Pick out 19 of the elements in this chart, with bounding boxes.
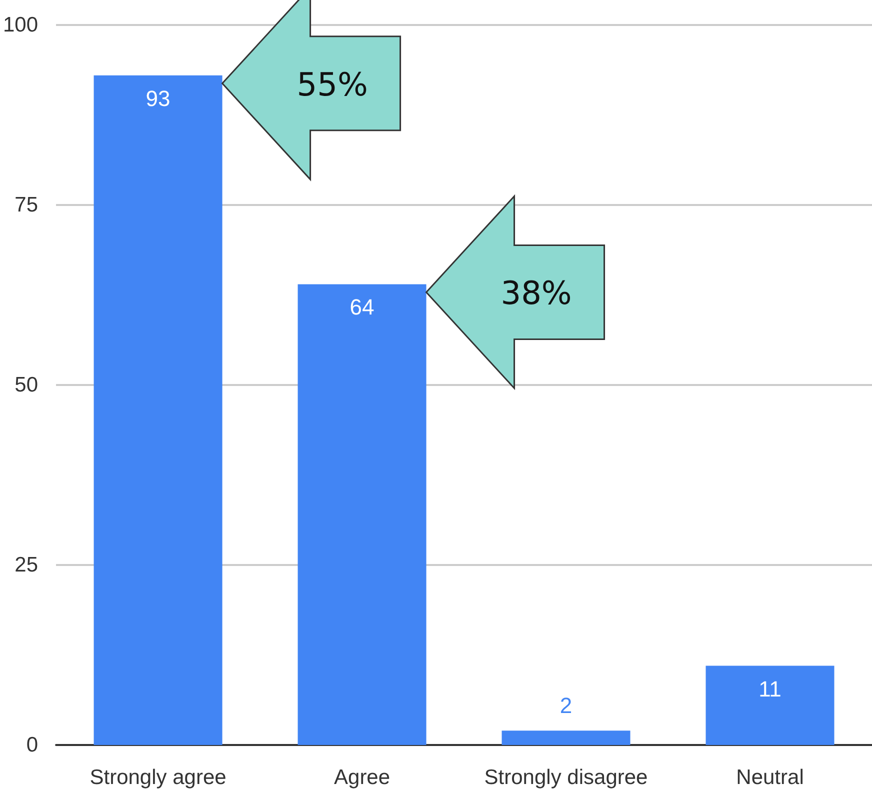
annotation: 55% bbox=[296, 65, 368, 104]
bar bbox=[502, 730, 630, 745]
data-label: 11 bbox=[758, 676, 782, 702]
x-tick-label: Neutral bbox=[736, 766, 804, 789]
data-label: 2 bbox=[560, 693, 572, 718]
x-tick-label: Agree bbox=[334, 766, 390, 789]
annotation: 38% bbox=[500, 274, 572, 312]
bar bbox=[298, 284, 426, 745]
y-tick-label: 75 bbox=[14, 194, 38, 216]
y-tick-label: 25 bbox=[14, 554, 38, 576]
bar bbox=[94, 75, 222, 745]
y-tick-label: 0 bbox=[26, 734, 38, 756]
data-label: 64 bbox=[350, 294, 374, 320]
bar bbox=[706, 666, 834, 745]
y-tick-label: 100 bbox=[2, 14, 38, 36]
x-tick-label: Strongly agree bbox=[90, 766, 226, 789]
data-label: 93 bbox=[146, 86, 170, 111]
y-tick-label: 50 bbox=[14, 374, 38, 396]
x-tick-label: Strongly disagree bbox=[484, 766, 648, 789]
